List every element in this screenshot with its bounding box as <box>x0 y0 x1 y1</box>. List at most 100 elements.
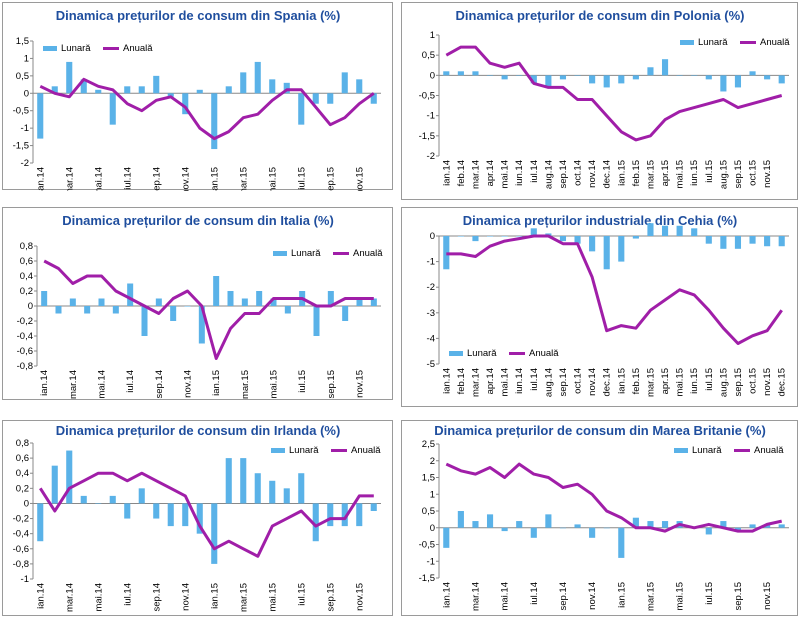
chart-panel-marea-britanie: Dinamica prețurilor de consum din Marea … <box>401 420 798 616</box>
bar-lunara <box>211 93 218 150</box>
x-tick-label: dec.14 <box>602 160 613 189</box>
bar-lunara <box>647 67 654 76</box>
legend-label-anuala: Anuală <box>529 348 559 359</box>
x-tick-label: sep.14 <box>154 370 165 399</box>
x-tick-label: sep.15 <box>733 582 744 611</box>
y-tick-label: 0,2 <box>16 483 29 494</box>
y-tick-label: -3 <box>427 308 435 319</box>
x-tick-label: mar.15 <box>645 582 656 611</box>
x-tick-label: ian.14 <box>39 370 50 396</box>
bar-lunara <box>327 503 334 527</box>
bar-lunara <box>486 236 494 237</box>
x-tick-label: nov.15 <box>762 160 773 188</box>
x-tick-label: sep.15 <box>733 368 744 397</box>
y-tick-label: -0,6 <box>13 544 29 555</box>
x-tick-label: nov.15 <box>762 582 773 610</box>
bar-lunara <box>734 236 742 249</box>
y-tick-label: -0,5 <box>13 106 29 117</box>
bar-lunara <box>124 503 131 519</box>
bar-lunara <box>66 61 73 94</box>
legend-swatch-lunara <box>273 251 287 256</box>
bar-lunara <box>705 75 712 80</box>
x-tick-label: sep.14 <box>151 167 162 191</box>
legend-label-anuala: Anuală <box>351 445 381 456</box>
bar-lunara <box>356 79 363 94</box>
bar-lunara <box>141 306 148 336</box>
x-tick-label: mar.14 <box>64 167 75 191</box>
x-tick-label: mai.15 <box>675 160 686 189</box>
x-tick-label: nov.14 <box>587 160 598 188</box>
bar-lunara <box>37 503 44 542</box>
x-tick-label: nov.15 <box>355 370 366 398</box>
x-tick-label: mai.14 <box>500 160 511 189</box>
y-tick-label: 0,6 <box>16 453 29 464</box>
bar-lunara <box>269 79 276 94</box>
bar-lunara <box>734 527 742 532</box>
bar-lunara <box>51 465 58 504</box>
bar-lunara <box>603 236 610 270</box>
x-tick-label: mai.15 <box>267 167 278 191</box>
bar-lunara <box>545 514 552 528</box>
bar-lunara <box>283 82 290 94</box>
y-tick-label: -1 <box>427 111 435 122</box>
x-tick-label: iul.14 <box>529 368 540 391</box>
bar-lunara <box>589 527 596 538</box>
bar-lunara <box>127 283 134 306</box>
x-tick-label: dec.14 <box>602 368 613 397</box>
x-tick-label: dec.15 <box>777 368 788 397</box>
y-tick-label: -0,2 <box>17 316 33 327</box>
bar-lunara <box>269 480 276 504</box>
x-tick-label: iul.14 <box>529 160 540 183</box>
x-tick-label: sep.14 <box>151 583 162 612</box>
y-tick-label: 0,8 <box>16 438 29 449</box>
line-anuala <box>43 259 374 360</box>
bar-lunara <box>312 93 319 104</box>
bar-lunara <box>443 236 450 270</box>
chart-title: Dinamica prețurilor de consum din Spania… <box>56 8 341 23</box>
bar-lunara <box>240 72 247 94</box>
y-tick-label: -1 <box>21 123 29 134</box>
x-tick-label: ian.15 <box>209 167 220 191</box>
chart-panel-italia: Dinamica prețurilor de consum din Italia… <box>2 207 393 400</box>
bar-lunara <box>516 75 523 76</box>
line-anuala <box>446 234 783 345</box>
x-tick-label: mai.15 <box>675 582 686 611</box>
bar-lunara <box>182 93 189 115</box>
x-tick-label: ian.15 <box>209 583 220 609</box>
bar-lunara <box>559 527 567 529</box>
bar-lunara <box>196 503 203 534</box>
bar-lunara <box>341 503 348 527</box>
legend-swatch-lunara <box>680 40 694 45</box>
bar-lunara <box>167 93 174 97</box>
x-tick-label: iul.14 <box>125 370 136 393</box>
bar-lunara <box>720 236 727 249</box>
bar-lunara <box>734 75 742 88</box>
bar-lunara <box>341 72 348 94</box>
bar-lunara <box>589 75 596 84</box>
chart-svg: Dinamica prețurilor industriale din Cehi… <box>427 213 789 397</box>
y-tick-label: 1 <box>24 53 29 64</box>
x-tick-label: mar.14 <box>470 582 481 611</box>
x-tick-label: iul.14 <box>122 583 133 606</box>
bar-lunara <box>80 495 87 504</box>
x-tick-label: nov.15 <box>354 583 365 611</box>
bar-lunara <box>298 93 305 125</box>
x-tick-label: sep.15 <box>325 583 336 612</box>
chart-title: Dinamica prețurilor industriale din Cehi… <box>463 213 738 228</box>
x-tick-label: aug.14 <box>543 160 554 189</box>
bar-lunara <box>370 298 377 306</box>
y-tick-label: -1 <box>427 556 435 567</box>
x-tick-label: mar.15 <box>645 160 656 189</box>
x-tick-label: mar.15 <box>240 370 251 399</box>
y-tick-label: -0,8 <box>17 361 33 372</box>
legend: Lunară Anuală <box>449 348 559 359</box>
legend-label-anuala: Anuală <box>754 445 784 456</box>
legend-swatch-lunara <box>43 46 57 51</box>
x-tick-label: iul.15 <box>296 583 307 606</box>
y-tick-label: 0 <box>430 231 435 242</box>
legend-swatch-lunara <box>271 448 285 453</box>
bar-lunara <box>370 93 377 104</box>
bar-lunara <box>109 93 116 125</box>
bar-lunara <box>603 75 610 88</box>
bar-lunara <box>705 236 712 244</box>
